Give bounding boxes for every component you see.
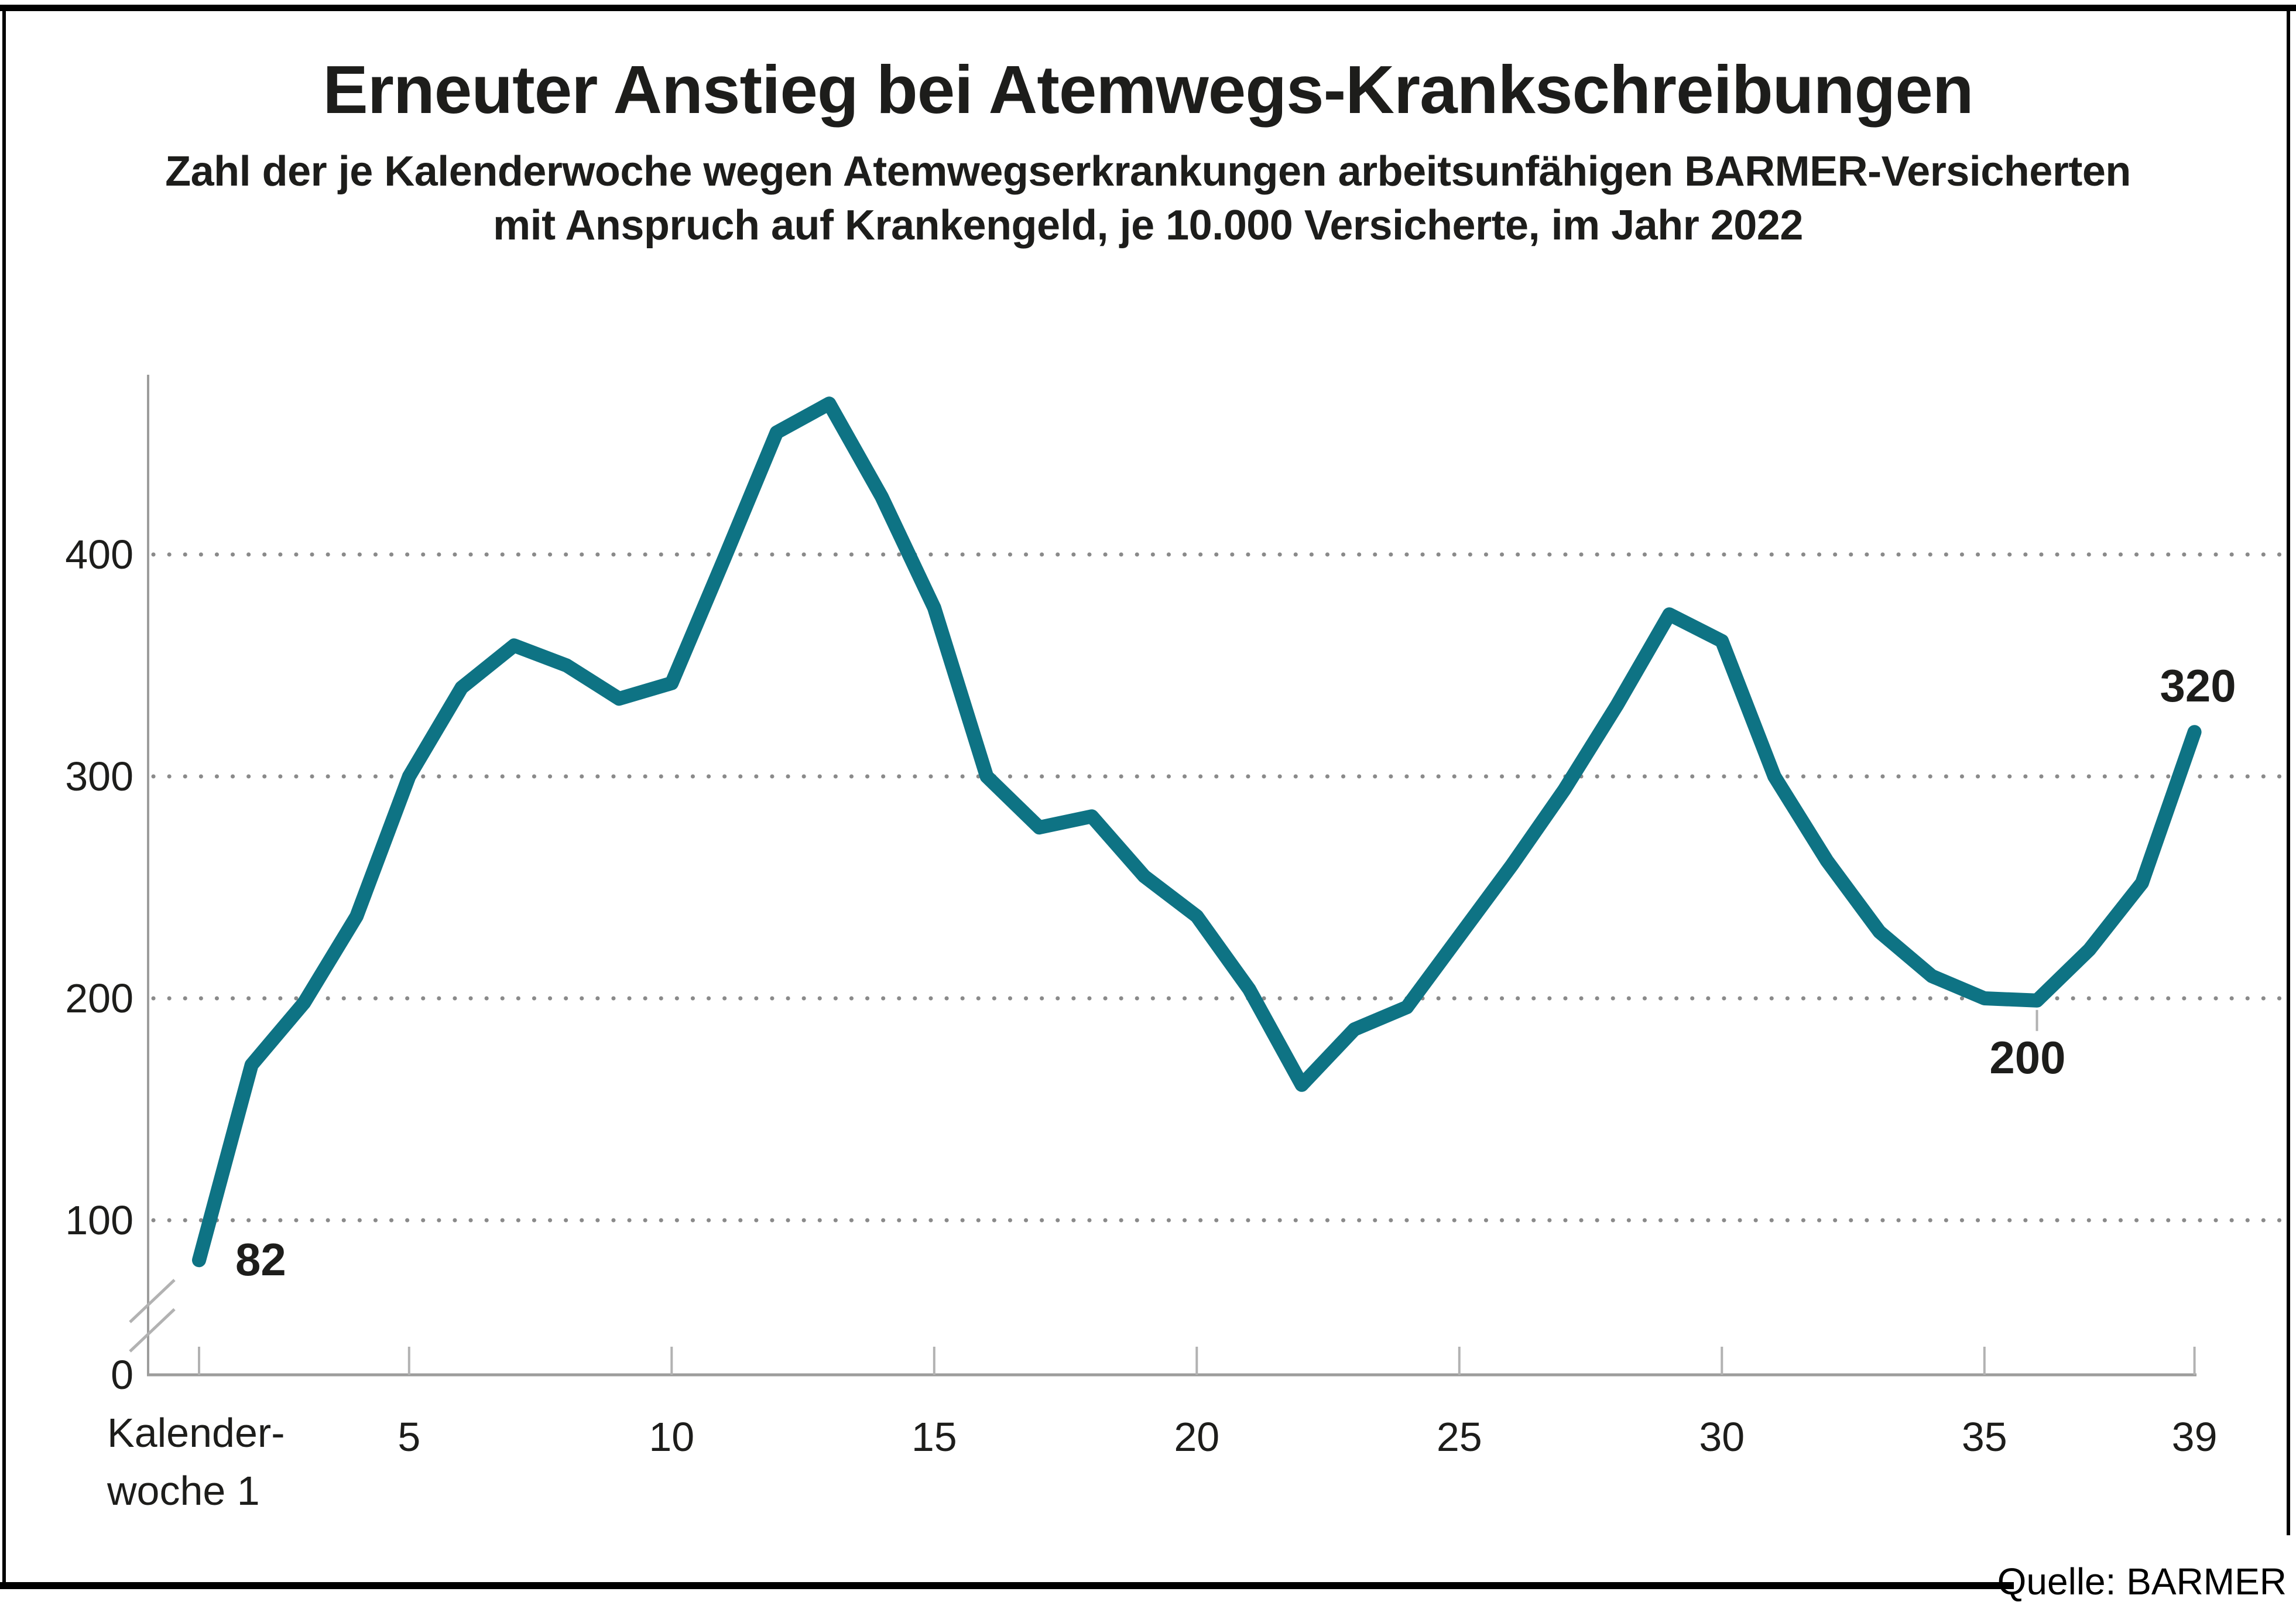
- chart-title: Erneuter Anstieg bei Atemwegs-Krankschre…: [323, 52, 1973, 128]
- y-tick-label-0: 0: [111, 1352, 133, 1398]
- source-credit: Quelle: BARMER: [1997, 1560, 2287, 1602]
- y-tick-label-400: 400: [65, 532, 133, 577]
- data-label-week-1: 82: [235, 1234, 286, 1285]
- y-axis-break-mark-1: [129, 1279, 176, 1323]
- frame-top-border: [0, 5, 2296, 11]
- frame-bottom-border: [0, 1582, 2014, 1589]
- chart-subtitle-line2: mit Anspruch auf Krankengeld, je 10.000 …: [493, 202, 1803, 249]
- x-tick-label-39: 39: [2172, 1414, 2218, 1460]
- y-tick-label-100: 100: [65, 1197, 133, 1243]
- data-line-atemwegs: [192, 396, 2202, 1268]
- x-tick-label-15: 15: [911, 1414, 957, 1460]
- y-tick-label-200: 200: [65, 975, 133, 1021]
- frame-left-border: [2, 5, 6, 1589]
- y-axis-break-mark-2: [129, 1308, 176, 1353]
- x-tick-label-25: 25: [1437, 1414, 1482, 1460]
- x-tick-label-20: 20: [1174, 1414, 1219, 1460]
- data-label-week-39: 320: [2160, 660, 2236, 711]
- y-tick-label-300: 300: [65, 754, 133, 799]
- x-tick-label-10: 10: [649, 1414, 694, 1460]
- x-tick-label-30: 30: [1699, 1414, 1745, 1460]
- x-tick-label-35: 35: [1962, 1414, 2007, 1460]
- x-axis-first-tick-label: Kalender- woche 1: [107, 1410, 285, 1514]
- frame-right-border: [2287, 5, 2290, 1535]
- x-tick-label-5: 5: [397, 1414, 420, 1460]
- chart-subtitle-line1: Zahl der je Kalenderwoche wegen Atemwegs…: [165, 148, 2131, 195]
- data-label-week-36: 200: [1989, 1032, 2065, 1083]
